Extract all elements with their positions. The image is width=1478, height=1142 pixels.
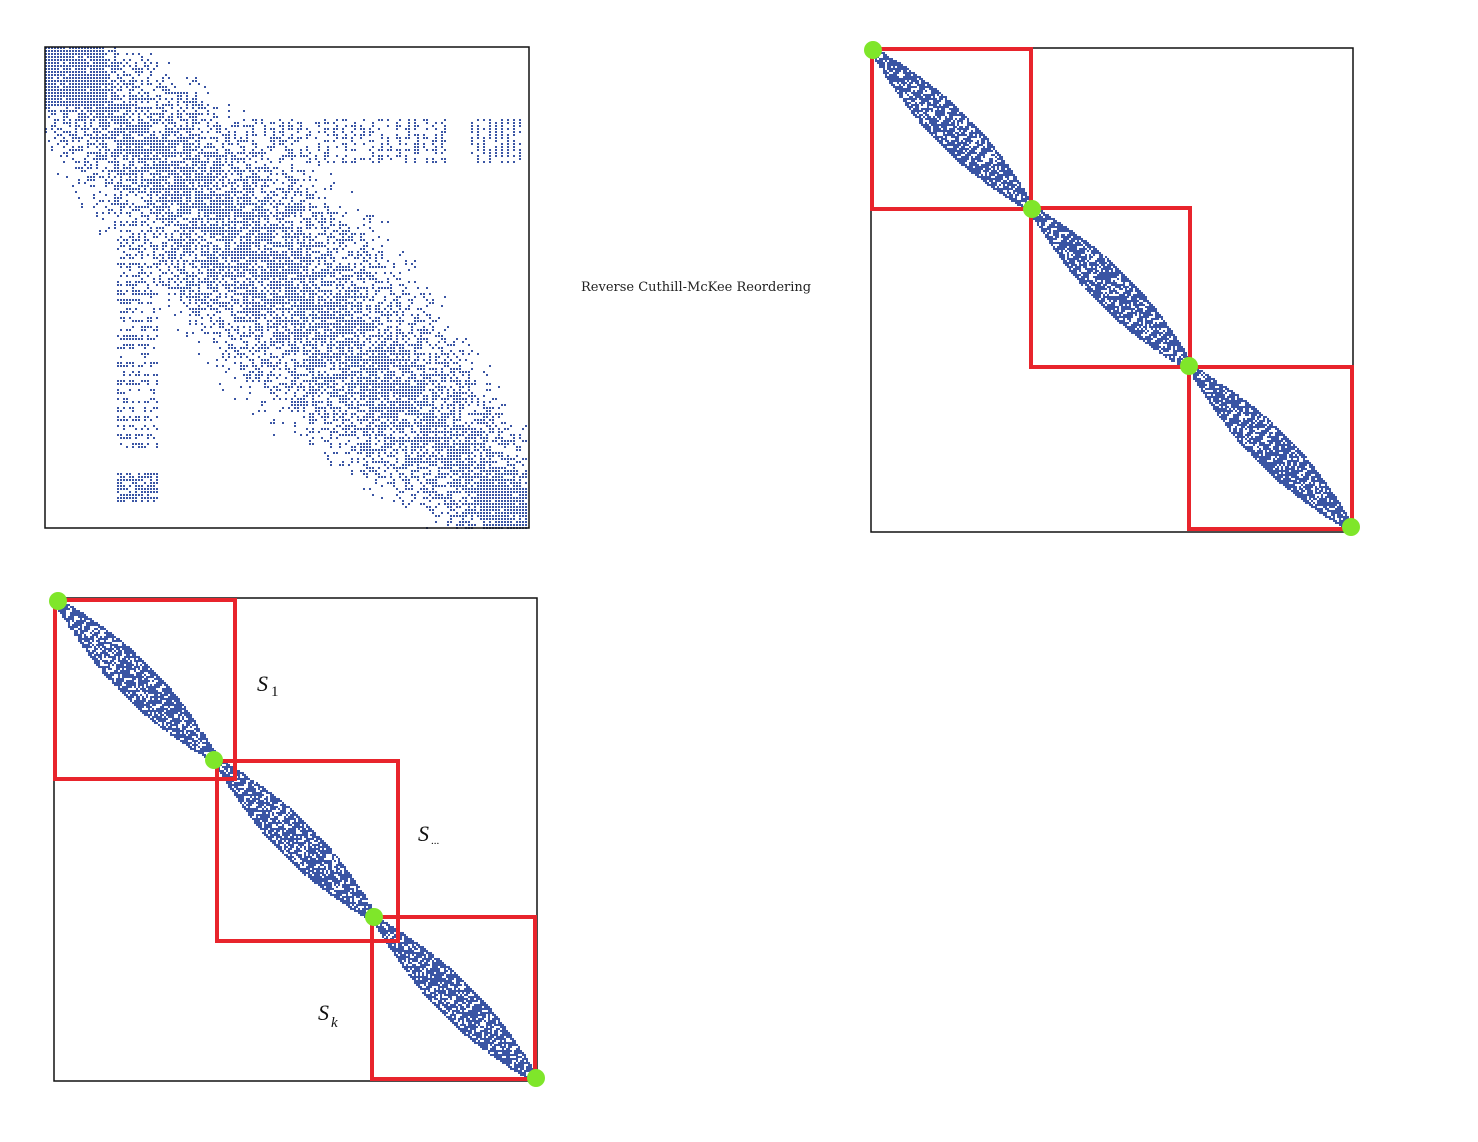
rcm-separator-node [1023,200,1041,218]
partition-box-2 [215,759,400,943]
reordering-caption: Reverse Cuthill-McKee Reordering [581,280,811,295]
partition-separator-node [205,751,223,769]
rcm-partition-box-1 [870,47,1033,211]
rcm-matrix-band [873,50,1351,528]
rcm-separator-node [1342,518,1360,536]
partitioned-boxes [53,598,537,1081]
partition-separator-node [365,908,383,926]
partition-box-3 [370,915,537,1081]
nonzero-pattern [45,47,527,529]
rcm-separator-nodes [864,41,1360,536]
subgraph-label-middle: S... [418,821,440,847]
rcm-matrix-panel [864,41,1360,536]
partitioned-matrix-band [56,600,536,1080]
rcm-separator-node [864,41,882,59]
partition-separator-node [527,1069,545,1087]
partition-separator-node [49,592,67,610]
nonzero-pattern [873,50,1351,528]
partition-box-1 [53,598,237,781]
nonzero-pattern [56,600,536,1080]
partition-separator-nodes [49,592,545,1087]
original-matrix-panel [44,46,530,529]
rcm-partition-box-2 [1029,206,1192,369]
rcm-separator-node [1180,357,1198,375]
rcm-partition-boxes [870,47,1354,531]
rcm-partition-box-3 [1187,365,1354,531]
original-matrix-nonzeros [45,47,527,529]
original-matrix-frame [44,46,530,529]
